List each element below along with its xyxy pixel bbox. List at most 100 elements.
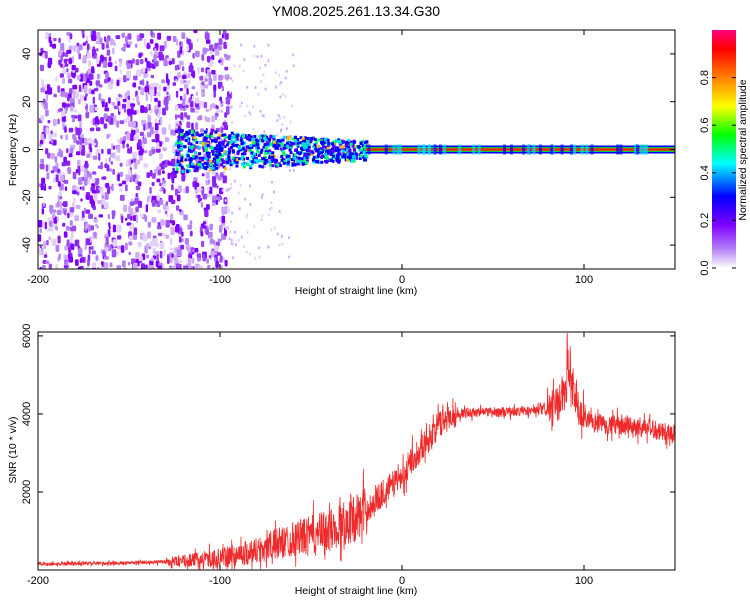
- heatmap-cell: [538, 144, 542, 155]
- heatmap-cell: [147, 265, 153, 269]
- heatmap-cell: [175, 167, 179, 171]
- heatmap-cell: [189, 230, 193, 237]
- heatmap-cell: [202, 253, 206, 261]
- heatmap-cell: [194, 247, 199, 253]
- heatmap-cell: [174, 143, 178, 147]
- heatmap-cell: [220, 222, 223, 226]
- heatmap-cell: [147, 131, 151, 138]
- heatmap-cell: [164, 137, 170, 143]
- heatmap-cell: [186, 38, 191, 45]
- heatmap-cell: [117, 235, 122, 240]
- heatmap-cell: [199, 100, 204, 108]
- heatmap-cell: [107, 148, 111, 155]
- heatmap-cell: [212, 157, 216, 161]
- heatmap-cell: [43, 254, 48, 258]
- heatmap-cell: [108, 226, 111, 230]
- heatmap-cell: [120, 245, 125, 253]
- heatmap-cell: [240, 235, 243, 239]
- snr-y-label: SNR (10 * v/v): [7, 416, 19, 483]
- heatmap-cell: [159, 188, 163, 192]
- heatmap-cell: [257, 92, 260, 96]
- heatmap-cell: [176, 205, 180, 211]
- heatmap-cell: [43, 241, 47, 249]
- heatmap-cell: [125, 242, 128, 251]
- heatmap-cell: [218, 147, 222, 151]
- heatmap-cell: [220, 148, 224, 152]
- heatmap-cell: [213, 90, 216, 98]
- heatmap-cell: [150, 51, 153, 56]
- heatmap-cell: [573, 144, 577, 155]
- heatmap-cell: [137, 139, 142, 147]
- heatmap-cell: [46, 93, 49, 102]
- heatmap-cell: [103, 123, 108, 129]
- heatmap-cell: [316, 154, 320, 158]
- heatmap-cell: [237, 191, 240, 195]
- heatmap-cell: [57, 201, 60, 208]
- heatmap-cell: [159, 45, 165, 52]
- heatmap-cell: [138, 150, 144, 156]
- heatmap-cell: [189, 161, 193, 165]
- heatmap-cell: [72, 190, 78, 195]
- heatmap-cell: [343, 155, 347, 159]
- heatmap-cell: [204, 167, 208, 171]
- heatmap-cell: [191, 86, 196, 90]
- heatmap-cell: [249, 164, 253, 168]
- heatmap-cell: [119, 69, 122, 75]
- heatmap-cell: [205, 162, 209, 166]
- heatmap-cell: [201, 163, 205, 167]
- heatmap-cell: [79, 44, 83, 51]
- heatmap-cell: [152, 238, 158, 245]
- heatmap-cell: [224, 112, 228, 118]
- heatmap-cell: [427, 144, 431, 155]
- heatmap-cell: [214, 140, 218, 144]
- heatmap-cell: [170, 227, 175, 235]
- heatmap-cell: [159, 199, 164, 205]
- heatmap-cell: [193, 169, 197, 173]
- heatmap-cell: [324, 145, 328, 149]
- heatmap-cell: [71, 114, 76, 119]
- heatmap-cell: [274, 86, 277, 90]
- heatmap-cell: [268, 149, 272, 153]
- heatmap-cell: [289, 146, 293, 150]
- heatmap-cell: [177, 245, 181, 250]
- heatmap-cell: [230, 139, 234, 143]
- heatmap-cell: [126, 70, 132, 79]
- heatmap-cell: [180, 154, 184, 158]
- heatmap-cell: [229, 163, 233, 167]
- heatmap-cell: [48, 133, 53, 141]
- heatmap-cell: [309, 138, 313, 142]
- heatmap-cell: [201, 240, 205, 248]
- heatmap-cell: [348, 153, 352, 157]
- heatmap-cell: [167, 172, 171, 180]
- heatmap-cell: [281, 157, 285, 161]
- heatmap-cell: [155, 260, 160, 268]
- heatmap-cell: [241, 155, 245, 158]
- heatmap-cell: [249, 135, 253, 139]
- heatmap-cell: [320, 160, 324, 164]
- heatmap-cell: [153, 54, 157, 62]
- heatmap-cell: [117, 100, 121, 107]
- heatmap-cell: [240, 157, 244, 161]
- heatmap-cell: [193, 151, 197, 155]
- heatmap-cell: [348, 148, 352, 152]
- heatmap-cell: [165, 219, 170, 228]
- heatmap-cell: [293, 158, 297, 162]
- heatmap-cell: [130, 159, 133, 164]
- snr-ticks: -200 -100 0 100 2000 4000 6000: [21, 324, 675, 587]
- heatmap-cell: [218, 158, 222, 161]
- heatmap-cell: [221, 154, 225, 158]
- heatmap-cell: [203, 207, 208, 211]
- heatmap-cell: [61, 162, 66, 167]
- heatmap-cell: [182, 74, 186, 79]
- heatmap-cell: [316, 149, 320, 153]
- heatmap-cell: [83, 207, 86, 212]
- heatmap-cell: [138, 86, 141, 90]
- heatmap-cell: [195, 122, 199, 131]
- heatmap-cell: [324, 137, 328, 141]
- heatmap-cell: [256, 146, 260, 150]
- heatmap-cell: [216, 185, 219, 189]
- heatmap-cell: [253, 44, 256, 48]
- heatmap-cell: [185, 243, 190, 250]
- heatmap-cell: [103, 176, 107, 180]
- heatmap-cell: [352, 146, 356, 150]
